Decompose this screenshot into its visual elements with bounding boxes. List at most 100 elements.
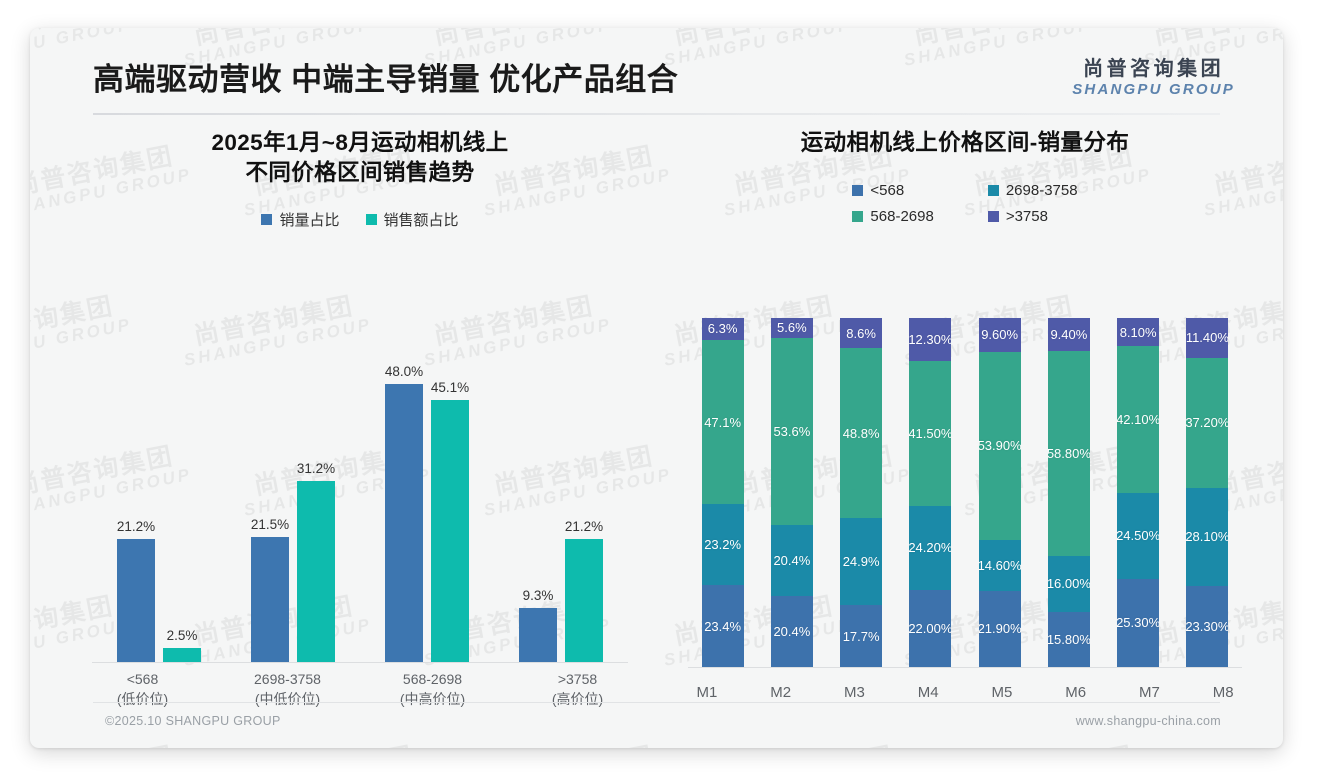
- stacked-bar-column: 12.30% 41.50% 24.20% 22.00%: [896, 318, 965, 667]
- right-chart-legend: <568 2698-3758 568-2698 >3758: [852, 182, 1078, 225]
- stacked-bar-segment[interactable]: 37.20%: [1186, 357, 1229, 488]
- segment-value-label: 58.80%: [1047, 445, 1090, 461]
- stacked-bar-segment[interactable]: 9.60%: [978, 318, 1021, 352]
- stacked-bar-segment[interactable]: 20.4%: [770, 595, 813, 667]
- stacked-bar-segment[interactable]: 12.30%: [909, 318, 952, 361]
- segment-value-label: 48.8%: [842, 425, 880, 441]
- bar-column[interactable]: 21.2%: [565, 343, 603, 662]
- stacked-bar-column: 8.6% 48.8% 24.9% 17.7%: [827, 318, 896, 667]
- bar[interactable]: [519, 608, 557, 662]
- stacked-bar-segment[interactable]: 24.50%: [1117, 493, 1160, 579]
- left-chart-x-axis-labels: <568 (低价位) 2698-3758 (中低价位) 568-2698 (中高价位) >3…: [70, 669, 650, 710]
- segment-value-label: 22.00%: [909, 621, 952, 637]
- bar-column[interactable]: 45.1%: [431, 343, 469, 662]
- stacked-bar-segment[interactable]: 28.10%: [1186, 487, 1229, 586]
- segment-value-label: 23.4%: [704, 618, 742, 634]
- x-axis-label: M4: [917, 684, 939, 701]
- legend-label: 销量占比: [279, 212, 340, 230]
- stacked-bar-segment[interactable]: 17.7%: [840, 605, 883, 667]
- x-axis-label-range: >3758: [557, 671, 598, 687]
- stacked-bar-segment[interactable]: 23.2%: [701, 504, 744, 586]
- bar-group: 9.3% 21.2%: [494, 343, 628, 662]
- stacked-bar[interactable]: 12.30% 41.50% 24.20% 22.00%: [909, 318, 952, 667]
- x-axis-label-tier: (中低价位): [254, 691, 321, 708]
- bar-column[interactable]: 9.3%: [519, 343, 557, 662]
- stacked-bar[interactable]: 8.10% 42.10% 24.50% 25.30%: [1117, 318, 1160, 667]
- stacked-bar-segment[interactable]: 14.60%: [978, 539, 1021, 591]
- stacked-bar-segment[interactable]: 24.20%: [909, 505, 952, 591]
- page-title: 高端驱动营收 中端主导销量 优化产品组合: [93, 62, 679, 97]
- stacked-bar-segment[interactable]: 8.6%: [840, 318, 883, 348]
- stacked-bar[interactable]: 11.40% 37.20% 28.10% 23.30%: [1186, 318, 1229, 667]
- stacked-bar[interactable]: 9.40% 58.80% 16.00% 15.80%: [1047, 318, 1090, 667]
- stacked-bar-segment[interactable]: 6.3%: [701, 318, 744, 340]
- bar[interactable]: [385, 383, 423, 662]
- segment-value-label: 20.4%: [773, 623, 811, 639]
- bar-column[interactable]: 2.5%: [163, 343, 201, 662]
- bar[interactable]: [431, 400, 469, 662]
- stacked-bar[interactable]: 9.60% 53.90% 14.60% 21.90%: [978, 318, 1021, 667]
- stacked-bar[interactable]: 5.6% 53.6% 20.4% 20.4%: [770, 318, 813, 667]
- stacked-bar-segment[interactable]: 16.00%: [1047, 556, 1090, 612]
- legend-right-item[interactable]: 568-2698: [852, 208, 934, 225]
- legend-swatch-icon: [987, 184, 999, 196]
- bar[interactable]: [251, 537, 289, 662]
- stacked-bar-segment[interactable]: 9.40%: [1047, 318, 1090, 351]
- bar[interactable]: [163, 647, 201, 662]
- stacked-bar-segment[interactable]: 11.40%: [1186, 318, 1229, 358]
- x-axis-label: M2: [770, 684, 792, 701]
- stacked-bar-segment[interactable]: 23.30%: [1186, 585, 1229, 667]
- bar-column[interactable]: 31.2%: [297, 343, 335, 662]
- stacked-bar-segment[interactable]: 42.10%: [1117, 346, 1160, 494]
- segment-value-label: 47.1%: [704, 414, 742, 430]
- bar-value-label: 31.2%: [296, 461, 336, 477]
- left-chart-plot: 21.2% 2.5% 21.5% 31.2% 48.0% 45.1% 9.3% 21.2%: [92, 343, 628, 663]
- stacked-bar[interactable]: 8.6% 48.8% 24.9% 17.7%: [840, 318, 883, 667]
- segment-value-label: 6.3%: [707, 321, 738, 337]
- bar-value-label: 21.2%: [116, 519, 156, 535]
- legend-left-item[interactable]: 销售额占比: [365, 209, 459, 230]
- legend-right-item[interactable]: >3758: [987, 207, 1078, 225]
- segment-value-label: 14.60%: [978, 557, 1021, 573]
- stacked-bar-segment[interactable]: 53.6%: [770, 337, 813, 525]
- stacked-bar-segment[interactable]: 25.30%: [1117, 578, 1160, 667]
- legend-label: >3758: [1005, 207, 1048, 225]
- bar-column[interactable]: 21.2%: [117, 343, 155, 662]
- stacked-bar-segment[interactable]: 23.4%: [701, 585, 744, 667]
- bar-value-label: 21.5%: [250, 517, 290, 533]
- bar-column[interactable]: 21.5%: [251, 343, 289, 662]
- bar-value-label: 21.2%: [564, 519, 604, 535]
- x-axis-label-tier: (低价位): [116, 691, 169, 708]
- legend-left-item[interactable]: 销量占比: [261, 209, 340, 230]
- stacked-bar-segment[interactable]: 15.80%: [1047, 611, 1090, 667]
- header-divider: [93, 113, 1220, 115]
- legend-right-item[interactable]: <568: [852, 182, 933, 199]
- x-axis-label: M8: [1212, 684, 1234, 701]
- right-chart-plot: 6.3% 47.1% 23.2% 23.4% 5.6% 53.6% 20.4% 20.4% 8.…: [688, 318, 1242, 668]
- bar[interactable]: [117, 539, 155, 662]
- stacked-bar-segment[interactable]: 41.50%: [909, 360, 952, 506]
- bar-column[interactable]: 48.0%: [385, 343, 423, 662]
- stacked-bar-segment[interactable]: 20.4%: [770, 524, 813, 596]
- stacked-bar-segment[interactable]: 53.90%: [978, 351, 1021, 540]
- bar[interactable]: [297, 481, 335, 662]
- stacked-bar-segment[interactable]: 58.80%: [1047, 350, 1090, 556]
- legend-label: <568: [870, 181, 905, 199]
- stacked-bar-segment[interactable]: 8.10%: [1117, 318, 1160, 347]
- stacked-bar[interactable]: 6.3% 47.1% 23.2% 23.4%: [701, 318, 744, 667]
- stacked-bar-segment[interactable]: 5.6%: [770, 318, 813, 338]
- segment-value-label: 21.90%: [978, 621, 1021, 637]
- bar[interactable]: [565, 539, 603, 662]
- stacked-bar-segment[interactable]: 47.1%: [701, 339, 744, 505]
- stacked-bar-segment[interactable]: 48.8%: [840, 348, 883, 519]
- segment-value-label: 11.40%: [1186, 330, 1229, 346]
- stacked-bar-segment[interactable]: 21.90%: [978, 590, 1021, 667]
- stacked-bar-segment[interactable]: 22.00%: [909, 590, 952, 667]
- legend-right-item[interactable]: 2698-3758: [987, 182, 1078, 199]
- segment-value-label: 24.20%: [909, 540, 952, 556]
- stacked-bar-segment[interactable]: 24.9%: [840, 518, 883, 606]
- stacked-bar-column: 11.40% 37.20% 28.10% 23.30%: [1173, 318, 1242, 667]
